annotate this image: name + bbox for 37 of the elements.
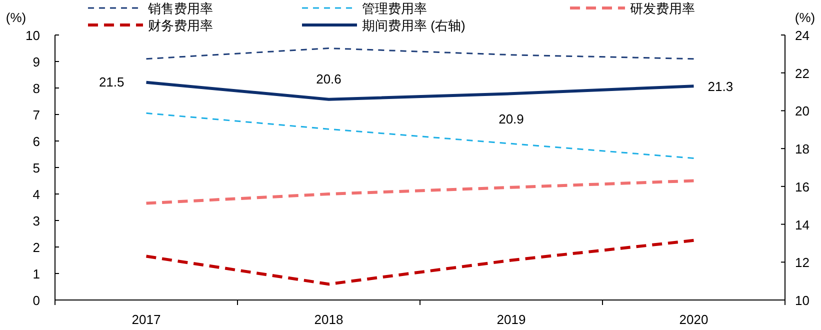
y-tick-label: 6 bbox=[32, 134, 40, 149]
y-tick-label: 5 bbox=[32, 160, 40, 176]
data-label: 20.6 bbox=[316, 71, 342, 86]
x-tick-label: 2018 bbox=[314, 312, 344, 327]
data-label: 21.5 bbox=[98, 74, 124, 90]
x-tick-label: 2019 bbox=[496, 312, 526, 327]
y-tick-label: 9 bbox=[32, 54, 40, 70]
x-tick-label: 2017 bbox=[132, 312, 161, 327]
y2-tick-label: 22 bbox=[795, 66, 810, 81]
y-tick-label: 1 bbox=[32, 266, 40, 282]
y2-tick-label: 24 bbox=[795, 28, 810, 43]
line-series bbox=[146, 112, 694, 159]
data-label: 21.3 bbox=[708, 79, 734, 94]
y2-tick-label: 14 bbox=[795, 217, 810, 232]
y-tick-label: 4 bbox=[32, 187, 40, 202]
y2-tick-label: 18 bbox=[795, 142, 810, 157]
y2-tick-label: 12 bbox=[795, 255, 810, 270]
legend-label: 期间费用率 (右轴) bbox=[362, 18, 466, 33]
legend-label: 研发费用率 bbox=[630, 1, 695, 16]
line-series bbox=[144, 238, 696, 286]
legend-label: 管理费用率 bbox=[362, 1, 427, 16]
y2-tick-label: 16 bbox=[795, 179, 810, 194]
x-tick-label: 2020 bbox=[679, 312, 708, 327]
legend-label: 销售费用率 bbox=[147, 1, 213, 16]
y-tick-label: 8 bbox=[32, 81, 40, 96]
y2-axis-title: (%) bbox=[794, 10, 816, 25]
y-tick-label: 2 bbox=[32, 240, 40, 255]
y-tick-label: 0 bbox=[32, 293, 40, 308]
y-tick-label: 10 bbox=[26, 28, 40, 43]
y-tick-label: 3 bbox=[32, 214, 40, 228]
y2-tick-label: 10 bbox=[795, 293, 810, 308]
y2-tick-label: 20 bbox=[795, 104, 810, 119]
y-axis-title: (%) bbox=[6, 10, 26, 25]
line-series bbox=[144, 179, 696, 205]
y-tick-label: 7 bbox=[32, 108, 40, 122]
data-label: 20.9 bbox=[498, 112, 524, 127]
legend-label: 财务费用率 bbox=[148, 18, 213, 33]
